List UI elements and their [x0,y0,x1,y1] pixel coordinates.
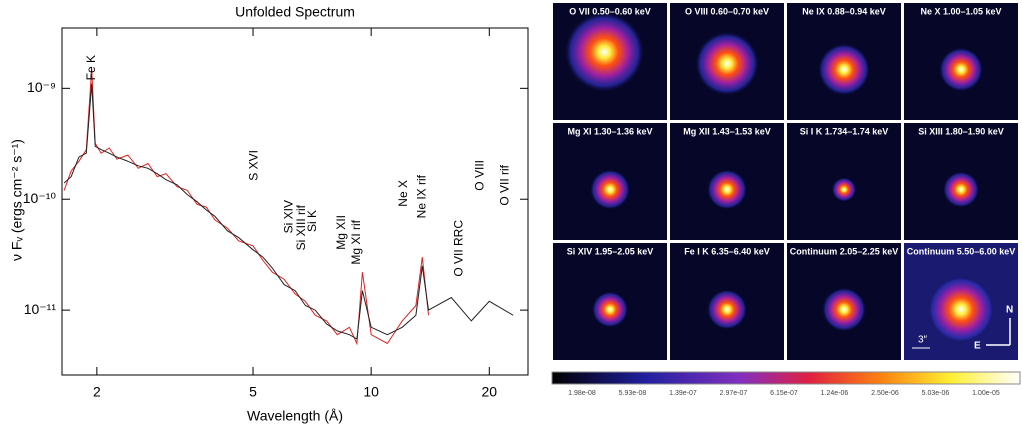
plot-frame [61,27,529,376]
emission-blob [695,31,759,96]
line-annotation: O VIII [473,160,487,191]
panel-title: O VIII 0.60–0.70 keV [685,6,769,16]
emission-blob [590,169,630,210]
colorbar-label: 6.15e-07 [770,390,798,397]
colorbar [551,371,1021,385]
y-axis-label: ν Fᵥ (ergs cm⁻² s⁻¹) [9,139,25,261]
colorbar-label: 5.93e-08 [619,390,647,397]
y-tick-label: 10⁻¹¹ [24,301,57,317]
emission-blob [832,177,856,202]
line-annotation: O VII RRC [452,220,466,277]
plot-area [63,68,514,346]
emission-blob [939,47,983,92]
emission-blob [818,43,870,96]
panel-title: Si XIII 1.80–1.90 keV [918,126,1004,136]
emission-blob [822,287,866,332]
compass-east: E [974,341,981,352]
image-grid: O VII 0.50–0.60 keV O VIII 0.60–0.70 keV N… [553,3,1018,397]
x-tick-label: 10 [363,384,379,400]
x-tick-label: 2 [93,384,101,400]
colorbar-label: 1.98e-08 [568,390,596,397]
colorbar-label: 1.39e-07 [669,390,697,397]
line-annotation: Fe K [84,55,98,80]
panel-title: Continuum 5.50–6.00 keV [907,246,1016,256]
emission-blob [564,11,645,92]
emission-blob [943,171,979,208]
emission-blob [592,291,628,328]
panel-title: Fe I K 6.35–6.40 keV [684,246,770,256]
line-annotation: Si XIII rif [294,204,308,250]
colorbar-label: 1.24e-06 [821,390,849,397]
x-tick-label: 20 [482,384,498,400]
line-annotation: S XVI [247,150,261,181]
panel-title: Si I K 1.734–1.74 keV [800,126,889,136]
line-annotation: Ne X [396,180,410,207]
compass-north: N [1006,305,1013,316]
x-axis-label: Wavelength (Å) [247,408,343,424]
scale-label: 3″ [918,335,928,346]
y-tick-label: 10⁻⁹ [27,79,56,95]
panel-title: Ne X 1.00–1.05 keV [920,6,1001,16]
panel-title: Ne IX 0.88–0.94 keV [802,6,886,16]
line-annotation: Si XIV [281,200,295,233]
colorbar-label: 5.03e-06 [922,390,950,397]
colorbar-label: 1.00e-05 [972,390,1000,397]
emission-blob [707,169,747,210]
spectrum-line [63,83,514,340]
spectrum-line [63,68,429,346]
line-annotation: Mg XI rif [349,219,363,264]
line-annotation: Si K [305,210,319,232]
panel-title: Si XIV 1.95–2.05 keV [567,246,654,256]
panel-title: O VII 0.50–0.60 keV [569,6,651,16]
colorbar-label: 2.97e-07 [720,390,748,397]
emission-blob [927,275,995,344]
colorbar-label: 2.50e-06 [871,390,899,397]
panel-title: Mg XI 1.30–1.36 keV [567,126,652,136]
line-annotation: Ne IX rif [414,174,428,218]
line-annotation: O VII rif [498,164,512,205]
chart-title: Unfolded Spectrum [235,4,355,20]
line-annotation: Mg XII [334,215,348,250]
panel-title: Mg XII 1.43–1.53 keV [683,126,771,136]
x-tick-label: 5 [249,384,257,400]
panel-title: Continuum 2.05–2.25 keV [790,246,899,256]
y-tick-label: 10⁻¹⁰ [23,190,57,206]
emission-blob [707,289,747,330]
